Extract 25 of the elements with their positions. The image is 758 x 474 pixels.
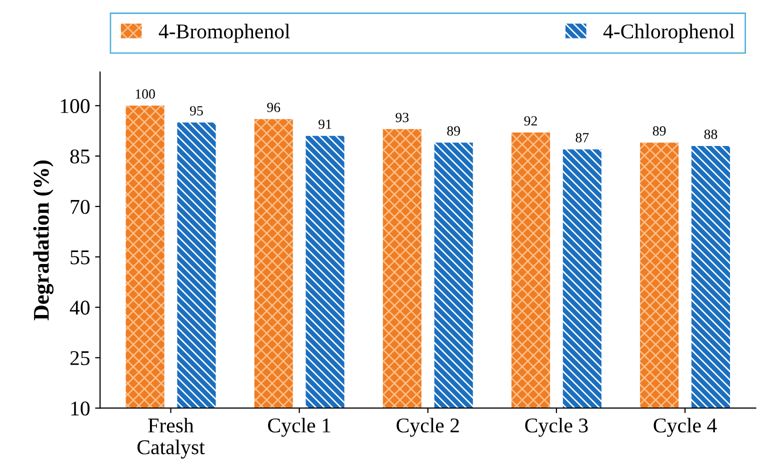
data-label: 89: [447, 126, 460, 136]
y-tick-label: 55: [70, 250, 90, 264]
x-tick-label: Cycle 4: [654, 418, 717, 437]
data-label: 91: [318, 120, 332, 129]
y-tick-label: 25: [70, 351, 90, 366]
data-label: 96: [267, 102, 280, 112]
y-tick-label: 10: [71, 401, 90, 416]
data-label: 87: [576, 132, 589, 142]
x-tick-label: Cycle 3: [525, 418, 588, 437]
x-tick-label: Fresh Catalyst: [137, 418, 205, 459]
y-tick-label: 85: [70, 149, 90, 164]
data-label: 93: [396, 112, 409, 122]
data-label: 95: [190, 106, 203, 116]
data-label: 89: [652, 126, 666, 136]
y-tick-label: 70: [70, 200, 90, 214]
data-label: 92: [524, 116, 537, 126]
data-label: 100: [136, 89, 155, 99]
x-tick-label: Cycle 2: [396, 418, 459, 437]
y-tick-label: 100: [60, 99, 90, 114]
legend-label: 4-Bromophenol: [158, 24, 290, 43]
legend-label: 4-Chlorophenol: [603, 24, 734, 43]
y-axis-title: Degradation (%): [33, 160, 54, 320]
x-tick-label: Cycle 1: [268, 418, 330, 437]
data-label: 88: [704, 130, 718, 139]
y-tick-label: 40: [70, 300, 90, 315]
